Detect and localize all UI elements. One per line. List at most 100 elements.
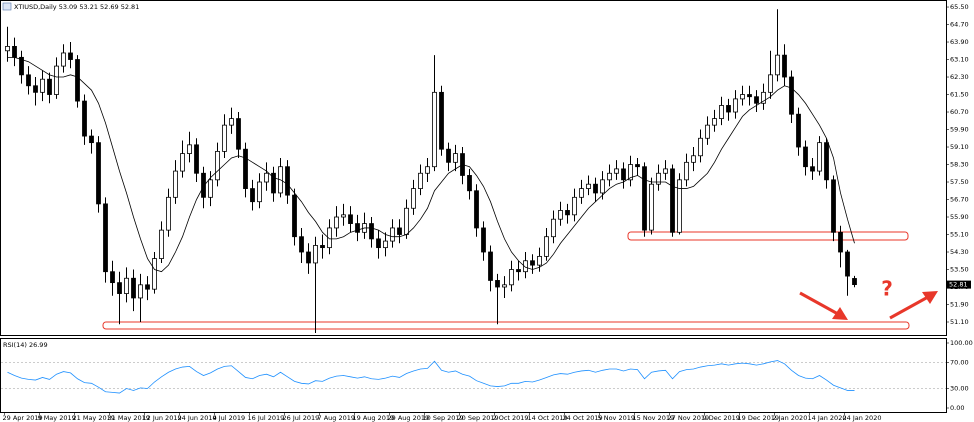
y-tick-label: 54.30 (950, 248, 969, 256)
candle-body (572, 196, 577, 216)
candle-body (775, 54, 780, 76)
candle-body (404, 207, 409, 235)
x-tick-label: 20 Sep 2019 (458, 414, 499, 422)
candle-body (96, 142, 101, 205)
last-price-tag (947, 280, 971, 289)
candle-body (509, 269, 514, 286)
candle-body (12, 46, 17, 58)
candle-body (551, 218, 556, 238)
candle-body (306, 251, 311, 264)
y-tick-label: 55.10 (950, 231, 969, 239)
candle-body (831, 179, 836, 233)
candle-body (47, 78, 52, 95)
candle-body (33, 85, 38, 93)
candle-body (663, 168, 668, 174)
candle-body (250, 188, 255, 203)
symbol-icon (2, 2, 12, 11)
x-tick-label: 14 Oct 2019 (528, 414, 568, 422)
candle-body (761, 91, 766, 104)
candle-body (355, 223, 360, 233)
candle-body (26, 74, 31, 87)
candle-body (845, 251, 850, 277)
chart-title: XTIUSD,Daily 53.09 53.21 52.69 52.81 (14, 3, 139, 11)
x-tick-label: 15 Nov 2019 (633, 414, 675, 422)
x-tick-label: 10 Sep 2019 (423, 414, 464, 422)
candle-body (852, 278, 857, 285)
candle-body (656, 172, 661, 185)
candle-body (635, 164, 640, 168)
candle-body (621, 168, 626, 181)
rsi-panel (0, 338, 947, 413)
x-tick-label: 4 Jul 2019 (213, 414, 246, 422)
candle-body (523, 260, 528, 273)
candle-body (432, 91, 437, 168)
last-price-label: 52.81 (949, 281, 968, 289)
candle-body (467, 175, 472, 192)
y-tick-label: 62.30 (950, 73, 969, 81)
candle-body (614, 168, 619, 174)
candle-body (796, 113, 801, 148)
candle-body (670, 168, 675, 233)
question-mark: ? (881, 277, 893, 301)
candle-body (705, 124, 710, 139)
candle-body (565, 210, 570, 216)
y-tick-label: 59.10 (950, 143, 969, 151)
candle-body (691, 155, 696, 163)
x-tick-label: 12 Jun 2019 (143, 414, 182, 422)
candle-body (166, 196, 171, 231)
candle-body (502, 284, 507, 288)
candle-body (54, 65, 59, 95)
x-tick-label: 9 Dec 2019 (703, 414, 740, 422)
candle-body (733, 98, 738, 113)
x-tick-label: 24 Oct 2019 (563, 414, 603, 422)
candle-body (152, 258, 157, 290)
x-tick-label: 9 May 2019 (38, 414, 76, 422)
x-tick-label: 5 Nov 2019 (598, 414, 636, 422)
support-zone (102, 321, 910, 330)
candle-body (271, 172, 276, 194)
candle-body (418, 172, 423, 189)
rsi-title: RSI(14) 26.99 (3, 341, 48, 349)
candle-body (159, 229, 164, 259)
candle-body (726, 105, 731, 113)
candle-body (117, 282, 122, 294)
x-tick-label: 19 Aug 2019 (353, 414, 395, 422)
candle-body (145, 284, 150, 290)
x-tick-label: 24 Jan 2020 (843, 414, 882, 422)
candle-body (516, 269, 521, 273)
candle-body (817, 142, 822, 172)
y-tick-label: 51.90 (950, 301, 969, 309)
candle-body (124, 277, 129, 294)
arrow-down (799, 291, 848, 320)
candle-body (215, 150, 220, 181)
candle-body (495, 280, 500, 288)
candle-body (292, 194, 297, 238)
candle-body (824, 142, 829, 181)
candle-body (719, 105, 724, 119)
y-tick-label: 59.90 (950, 126, 969, 134)
candle-body (453, 153, 458, 163)
price-panel (0, 0, 947, 336)
x-tick-label: 2 Jan 2020 (773, 414, 808, 422)
candle-body (187, 144, 192, 154)
candle-body (180, 153, 185, 172)
candle-body (89, 135, 94, 144)
y-tick-label: 60.70 (950, 108, 969, 116)
candle-body (586, 183, 591, 189)
candle-body (334, 216, 339, 229)
candle-body (481, 227, 486, 253)
y-tick-label: 63.90 (950, 38, 969, 46)
candle-body (236, 118, 241, 150)
candle-body (243, 148, 248, 189)
candle-body (68, 52, 73, 60)
y-tick-label: 55.90 (950, 213, 969, 221)
candle-body (327, 227, 332, 249)
candle-body (40, 78, 45, 93)
y-tick-label: 61.50 (950, 91, 969, 99)
y-tick-label: 53.50 (950, 266, 969, 274)
candle-body (712, 118, 717, 126)
candle-body (194, 144, 199, 174)
candle-body (768, 74, 773, 93)
candle-body (558, 210, 563, 220)
